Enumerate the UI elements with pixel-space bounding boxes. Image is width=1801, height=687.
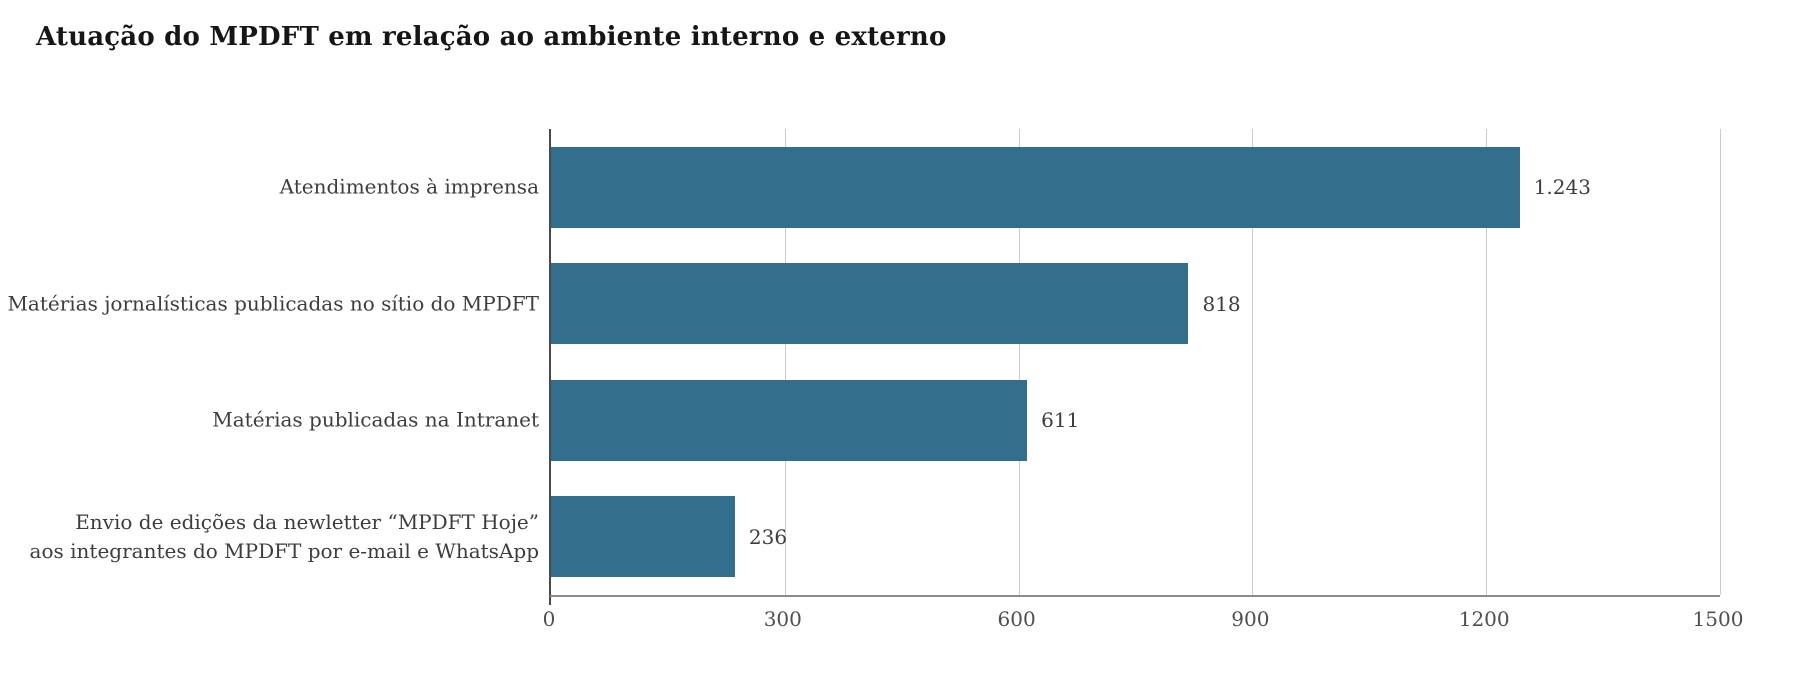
x-tick-label-1500: 1500 (1692, 607, 1744, 631)
gridline-1500 (1720, 129, 1721, 595)
bar-value-label: 818 (1202, 291, 1241, 316)
bar (551, 263, 1189, 345)
category-label: Matérias publicadas na Intranet (212, 407, 539, 432)
x-tick-label-900: 900 (1231, 607, 1270, 631)
bar-value-label: 611 (1041, 408, 1080, 433)
gridline-1200 (1486, 129, 1488, 595)
x-tick-label-300: 300 (763, 607, 802, 631)
bar (551, 146, 1520, 228)
x-tick-label-1200: 1200 (1458, 607, 1510, 631)
bar (551, 496, 735, 578)
category-label: Matérias jornalísticas publicadas no sít… (7, 291, 539, 316)
bar-value-label: 236 (748, 524, 788, 549)
gridline-600 (1018, 129, 1020, 595)
plot-area: 1.243 818 611 236 (549, 129, 1721, 605)
zero-tick-mark (549, 597, 551, 605)
category-label: Envio de edições da newletter “MPDFT Hoj… (29, 509, 539, 563)
chart-title: Atuação do MPDFT em relação ao ambiente … (36, 22, 947, 52)
gridline-300 (784, 129, 786, 595)
gridline-900 (1252, 129, 1254, 595)
category-axis-labels: Atendimentos à imprensa Matérias jornalís… (0, 0, 539, 687)
category-label: Atendimentos à imprensa (279, 174, 539, 199)
x-tick-label-0: 0 (542, 607, 556, 631)
bar (551, 379, 1028, 461)
x-tick-label-600: 600 (997, 607, 1036, 631)
bar-value-label: 1.243 (1533, 175, 1591, 200)
